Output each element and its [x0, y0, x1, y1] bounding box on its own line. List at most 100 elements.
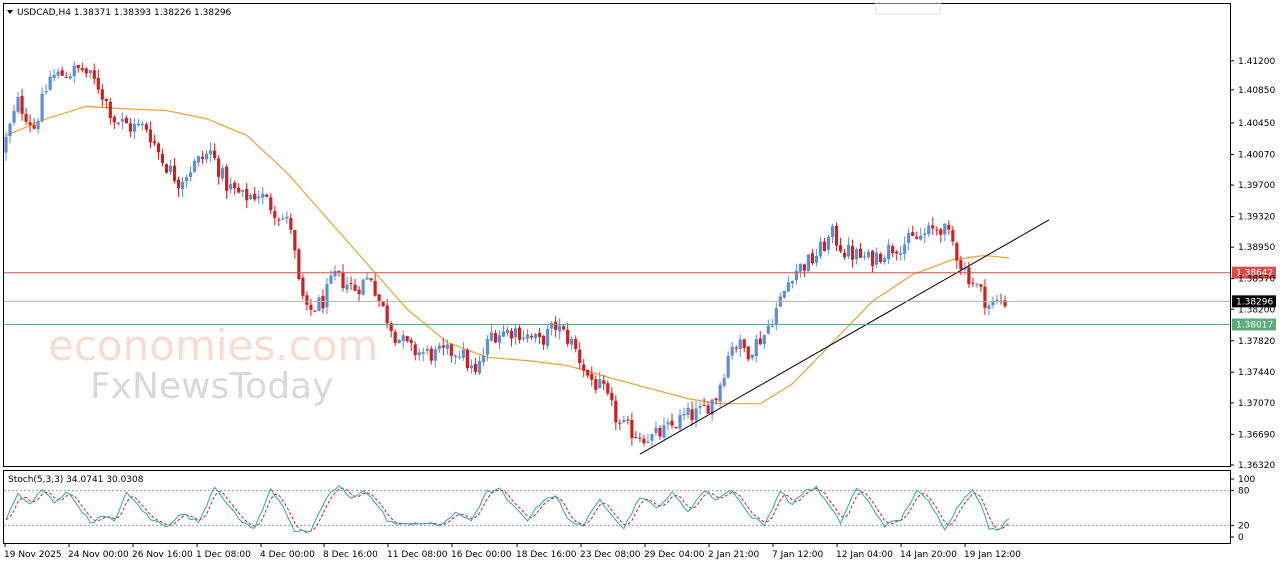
candle [249, 193, 253, 201]
candle-body [321, 296, 325, 309]
candle [875, 247, 879, 268]
symbol-dropdown-icon[interactable] [7, 10, 13, 14]
candle-body [927, 225, 931, 235]
time-tick-label: 2 Jan 21:00 [708, 550, 760, 560]
candle-body [132, 123, 136, 132]
candle [469, 359, 473, 374]
candle [237, 183, 241, 194]
candle-body [269, 197, 273, 211]
candle [630, 412, 634, 446]
candle-body [84, 68, 88, 74]
candle-body [550, 322, 554, 329]
candle [826, 234, 831, 255]
candle [200, 151, 205, 165]
price-tick-label: 1.38200 [1238, 305, 1275, 315]
candle-body [838, 245, 843, 252]
candle-body [858, 248, 863, 258]
candle-body [525, 334, 530, 339]
candle [381, 301, 385, 308]
candle-body [939, 229, 943, 235]
candle-body [357, 289, 361, 295]
candle-body [979, 284, 983, 287]
candle-body [782, 290, 786, 298]
candle [192, 158, 197, 173]
candle-body [790, 280, 794, 284]
candle [441, 337, 445, 356]
candle-body [168, 165, 173, 173]
candle [385, 298, 389, 329]
candle-body [895, 251, 899, 254]
candle-body [457, 356, 461, 358]
moving-average-layer [5, 105, 1010, 405]
candle-body [734, 347, 738, 349]
candle-body [421, 352, 425, 354]
candle-body [329, 275, 333, 284]
candle-body [293, 230, 297, 251]
candle [610, 387, 614, 407]
candle [449, 343, 453, 363]
candle [822, 237, 827, 252]
candle [229, 177, 233, 194]
time-tick-label: 26 Nov 16:00 [132, 550, 193, 560]
candle-body [626, 419, 630, 421]
candle-body [156, 143, 161, 153]
candle [493, 329, 498, 344]
candle [666, 417, 670, 431]
candle [979, 284, 983, 292]
candle [698, 401, 702, 416]
candle-body [794, 270, 798, 281]
candle [409, 337, 413, 351]
candle [919, 227, 923, 241]
candle [782, 290, 786, 299]
candle-body [722, 377, 726, 386]
candle-body [377, 294, 381, 302]
candle-body [658, 428, 662, 437]
candle-body [558, 325, 562, 332]
candle-body [180, 181, 185, 190]
candle [594, 375, 598, 394]
candle-body [654, 427, 658, 434]
candle-body [754, 339, 758, 357]
candle-body [762, 334, 766, 344]
candle [24, 107, 28, 125]
candle [184, 174, 189, 188]
candle [172, 158, 177, 184]
candle [425, 345, 429, 355]
candle-body [774, 308, 778, 326]
candle-body [192, 160, 197, 172]
candle-body [433, 349, 437, 361]
candle-body [120, 119, 124, 122]
candle-body [485, 339, 490, 355]
candle [899, 245, 903, 261]
candle [245, 182, 249, 209]
price-tick-label: 1.39700 [1238, 181, 1275, 191]
candle-body [830, 226, 835, 237]
candle-body [401, 335, 405, 342]
candle-body [562, 326, 566, 330]
candle [786, 276, 790, 292]
candle-body [265, 194, 269, 197]
candle-body [36, 120, 40, 130]
candle [176, 176, 181, 197]
candle [883, 254, 887, 265]
candle-body [301, 277, 305, 296]
candle [570, 336, 574, 350]
candle-body [148, 129, 153, 143]
candle [429, 346, 433, 365]
candle-body [822, 241, 827, 252]
price-tick-label: 1.36320 [1238, 461, 1275, 471]
candle-body [943, 223, 947, 235]
candle-body [866, 251, 871, 258]
candle [132, 118, 136, 140]
candle-body [674, 426, 678, 428]
candle-body [92, 70, 96, 79]
candle [654, 421, 658, 436]
candle [369, 277, 373, 282]
candle [774, 302, 778, 331]
candle-body [241, 190, 245, 192]
candle-body [850, 245, 855, 260]
candle-body [907, 233, 911, 243]
candle [52, 69, 56, 82]
candle [437, 342, 441, 353]
